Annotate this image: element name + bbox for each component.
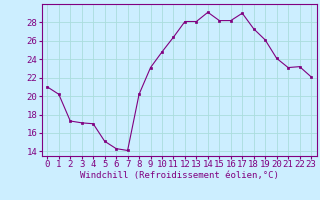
X-axis label: Windchill (Refroidissement éolien,°C): Windchill (Refroidissement éolien,°C): [80, 171, 279, 180]
